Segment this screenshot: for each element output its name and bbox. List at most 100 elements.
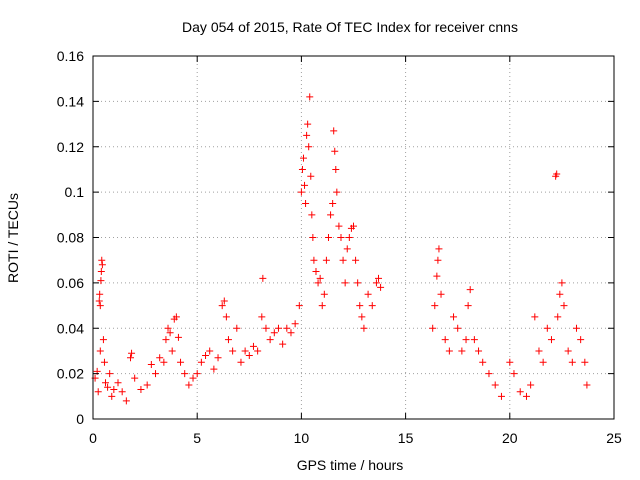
data-point bbox=[341, 279, 349, 287]
data-point bbox=[210, 365, 218, 373]
data-point bbox=[137, 386, 145, 394]
data-point bbox=[177, 358, 185, 366]
x-tick-label: 25 bbox=[606, 430, 622, 446]
data-point bbox=[554, 313, 562, 321]
data-point bbox=[329, 199, 337, 207]
data-point bbox=[143, 381, 151, 389]
data-point bbox=[99, 336, 107, 344]
y-tick-label: 0.14 bbox=[57, 93, 84, 109]
data-point bbox=[445, 347, 453, 355]
data-point bbox=[266, 336, 274, 344]
x-tick-label: 20 bbox=[502, 430, 518, 446]
data-point bbox=[174, 333, 182, 341]
data-point bbox=[193, 370, 201, 378]
y-tick-label: 0.02 bbox=[57, 366, 84, 382]
data-point bbox=[96, 347, 104, 355]
points-layer bbox=[91, 93, 591, 405]
data-point bbox=[270, 329, 278, 337]
data-point bbox=[522, 392, 530, 400]
data-point bbox=[96, 290, 104, 298]
data-point bbox=[131, 374, 139, 382]
data-point bbox=[485, 370, 493, 378]
data-point bbox=[147, 361, 155, 369]
data-point bbox=[320, 290, 328, 298]
data-point bbox=[245, 351, 253, 359]
data-point bbox=[122, 397, 130, 405]
data-point bbox=[568, 358, 576, 366]
data-point bbox=[564, 347, 572, 355]
data-point bbox=[152, 370, 160, 378]
grid-layer bbox=[93, 56, 614, 419]
data-point bbox=[156, 354, 164, 362]
data-point bbox=[287, 329, 295, 337]
data-point bbox=[350, 222, 357, 230]
data-point bbox=[372, 279, 380, 287]
data-point bbox=[337, 234, 345, 241]
x-axis-label: GPS time / hours bbox=[297, 457, 404, 473]
data-point bbox=[377, 283, 385, 291]
data-point bbox=[110, 386, 118, 394]
x-tick-label: 0 bbox=[89, 430, 97, 446]
data-point bbox=[333, 188, 341, 196]
data-point bbox=[314, 279, 322, 287]
data-point bbox=[470, 336, 478, 344]
data-point bbox=[531, 313, 539, 321]
data-point bbox=[543, 324, 551, 332]
data-point bbox=[539, 358, 547, 366]
y-tick-label: 0.06 bbox=[57, 275, 84, 291]
data-point bbox=[274, 324, 282, 332]
data-point bbox=[375, 274, 383, 282]
data-point bbox=[435, 245, 443, 253]
data-point bbox=[214, 354, 222, 362]
data-point bbox=[164, 324, 172, 332]
data-point bbox=[160, 358, 168, 366]
data-point bbox=[441, 336, 449, 344]
data-point bbox=[572, 324, 580, 332]
data-point bbox=[454, 324, 462, 332]
data-point bbox=[352, 256, 360, 264]
data-point bbox=[258, 313, 266, 321]
data-point bbox=[106, 370, 114, 378]
data-point bbox=[249, 342, 257, 350]
data-point bbox=[224, 336, 232, 344]
data-point bbox=[206, 347, 214, 355]
data-point bbox=[168, 347, 176, 355]
data-point bbox=[431, 302, 439, 310]
data-point bbox=[172, 313, 180, 321]
data-point bbox=[332, 165, 340, 173]
y-tick-label: 0.08 bbox=[57, 230, 84, 246]
x-tick-label: 10 bbox=[294, 430, 310, 446]
y-tick-label: 0 bbox=[76, 411, 84, 427]
data-point bbox=[108, 392, 116, 400]
data-point bbox=[458, 347, 466, 355]
data-point bbox=[510, 370, 518, 378]
ticks-layer: 0 5 10 15 20 25 0 0.02 0.04 0.06 0.08 0.1 0.12 0.14 0.… bbox=[57, 48, 622, 446]
data-point bbox=[354, 279, 362, 287]
data-point bbox=[127, 354, 135, 362]
data-point bbox=[462, 336, 470, 344]
data-point bbox=[316, 274, 324, 282]
data-point bbox=[237, 358, 245, 366]
data-point bbox=[97, 268, 105, 276]
data-point bbox=[583, 381, 591, 389]
data-point bbox=[497, 392, 505, 400]
data-point bbox=[283, 324, 291, 332]
data-point bbox=[301, 181, 309, 189]
data-point bbox=[547, 336, 555, 344]
x-tick-label: 15 bbox=[398, 430, 414, 446]
data-point bbox=[98, 261, 106, 269]
data-point bbox=[327, 211, 335, 219]
data-point bbox=[331, 147, 339, 155]
data-point bbox=[220, 297, 228, 305]
data-point bbox=[302, 199, 310, 207]
data-point bbox=[162, 336, 170, 344]
data-point bbox=[433, 272, 441, 280]
data-point bbox=[218, 302, 226, 310]
data-point bbox=[535, 347, 543, 355]
data-point bbox=[343, 245, 351, 253]
data-point bbox=[330, 127, 338, 135]
data-point bbox=[97, 277, 105, 285]
data-point bbox=[95, 297, 103, 305]
data-point bbox=[527, 381, 535, 389]
chart-title: Day 054 of 2015, Rate Of TEC Index for r… bbox=[182, 19, 518, 35]
